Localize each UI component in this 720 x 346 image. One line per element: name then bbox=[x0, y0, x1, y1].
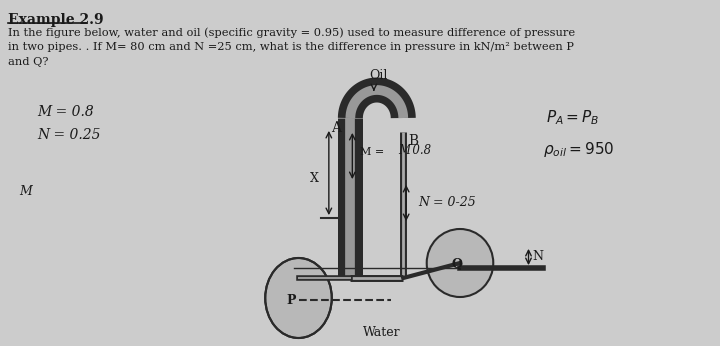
Text: Oil: Oil bbox=[369, 69, 388, 82]
Text: A: A bbox=[330, 121, 341, 135]
Text: and Q?: and Q? bbox=[8, 57, 48, 67]
Text: P: P bbox=[286, 293, 295, 307]
Text: Example 2.9: Example 2.9 bbox=[8, 13, 104, 27]
Text: M 0.8: M 0.8 bbox=[398, 144, 431, 156]
Text: X: X bbox=[310, 172, 319, 184]
Text: N: N bbox=[532, 251, 544, 264]
Text: N = 0-25: N = 0-25 bbox=[418, 197, 476, 209]
Ellipse shape bbox=[265, 258, 332, 338]
Text: N = 0.25: N = 0.25 bbox=[37, 128, 101, 142]
Text: In the figure below, water and oil (specific gravity = 0.95) used to measure dif: In the figure below, water and oil (spec… bbox=[8, 27, 575, 38]
Text: M: M bbox=[19, 185, 32, 198]
Text: $\rho_{oil} = 950$: $\rho_{oil} = 950$ bbox=[543, 140, 615, 159]
Text: Q: Q bbox=[451, 258, 462, 272]
Text: M = 0.8: M = 0.8 bbox=[37, 105, 94, 119]
Text: Water: Water bbox=[363, 326, 400, 339]
Text: B: B bbox=[408, 134, 418, 148]
Text: in two pipes. . If M= 80 cm and N =25 cm, what is the difference in pressure in : in two pipes. . If M= 80 cm and N =25 cm… bbox=[8, 42, 574, 52]
Text: $P_A = P_B$: $P_A = P_B$ bbox=[546, 108, 600, 127]
Ellipse shape bbox=[427, 229, 493, 297]
Text: M =: M = bbox=[360, 147, 384, 157]
